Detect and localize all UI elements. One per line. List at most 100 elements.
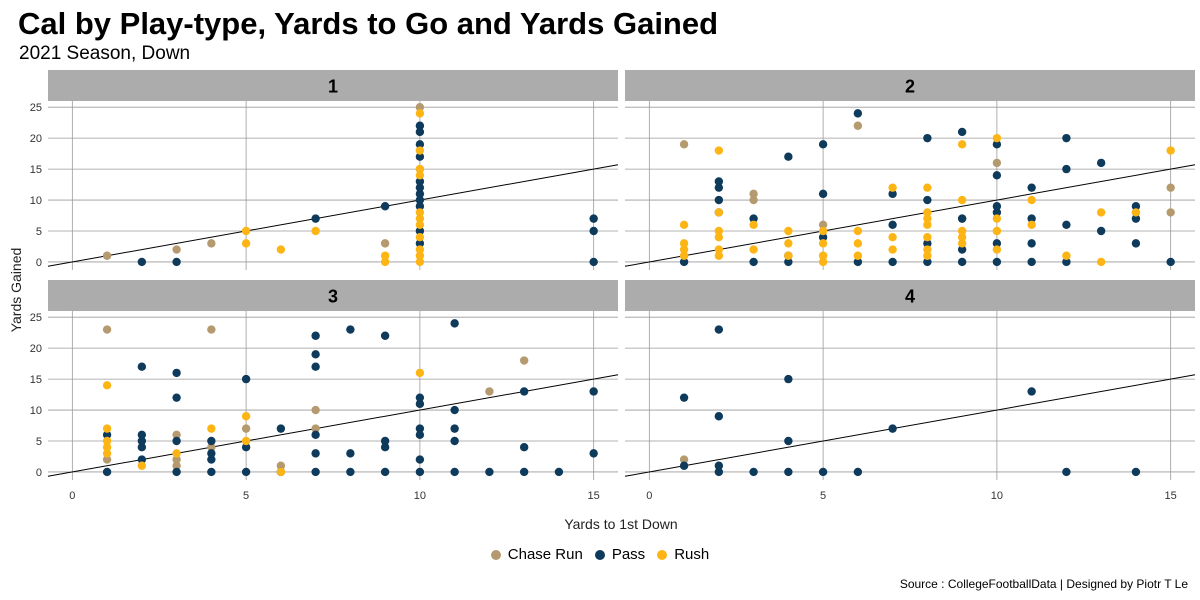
point-rush [415,109,425,118]
point-rush [415,214,425,223]
point-rush [749,245,758,254]
point-chase-run [207,239,216,248]
point-chase-run [818,220,828,230]
point-pass [137,257,147,267]
point-rush [241,226,251,236]
point-pass [749,214,758,223]
point-pass [714,467,724,477]
point-rush [888,232,897,242]
point-rush [679,245,689,254]
x-axis-title: Yards to 1st Down [564,516,677,532]
x-tick-label: 15 [1165,490,1177,502]
point-rush [380,251,390,260]
point-pass [311,467,320,477]
point-rush [923,183,932,192]
point-pass [137,442,147,452]
chart-title: Cal by Play-type, Yards to Go and Yards … [18,6,719,41]
point-rush [749,220,758,230]
point-rush [888,183,897,192]
point-rush [679,220,689,230]
facet-panel-4: 4 0 5 10 15 [624,280,1196,502]
point-pass [102,430,112,440]
point-rush [818,239,828,248]
point-pass [853,257,863,267]
facet-strip [48,280,618,311]
facet-panel-3: 3 0 5 10 15 20 25 0 5 10 15 [30,280,619,502]
point-rush [923,251,932,260]
y-tick-label: 5 [36,436,42,448]
point-pass [818,140,828,149]
legend-label-rush: Rush [674,546,710,563]
point-rush [415,146,425,155]
point-pass [207,436,216,446]
y-tick-label: 20 [30,133,42,145]
point-chase-run [992,158,1002,168]
y-tick-label: 5 [36,226,42,238]
point-chase-run [1166,183,1175,192]
point-pass [415,467,425,477]
point-pass [714,325,724,334]
legend-item-rush: Rush [657,546,709,563]
point-pass [380,202,390,211]
point-rush [1027,195,1036,205]
point-rush [818,257,828,267]
point-pass [923,195,932,205]
point-chase-run [380,239,390,248]
point-pass [1131,214,1141,223]
point-rush [102,436,112,446]
point-rush [415,164,425,174]
point-rush [784,239,793,248]
point-pass [311,214,320,223]
legend-dot-rush [657,549,668,560]
point-rush [1062,251,1071,260]
point-pass [853,109,863,118]
point-rush [276,467,286,477]
point-rush [1096,257,1106,267]
point-chase-run [415,102,425,112]
point-rush [714,146,724,155]
y-tick-label: 15 [30,374,42,386]
point-rush [957,140,967,149]
x-tick-label: 5 [243,490,249,502]
point-pass [992,239,1002,248]
point-chase-run [172,461,181,470]
point-chase-run [172,430,181,440]
point-rush [102,442,112,452]
point-rush [415,220,425,230]
legend-dot-pass [594,549,605,560]
point-pass [172,467,181,477]
point-pass [450,436,459,446]
point-rush [957,232,967,242]
point-pass [589,257,598,267]
point-rush [415,251,425,260]
facet-strip [48,70,618,101]
trend-line [47,164,619,267]
point-pass [450,424,459,433]
point-pass [1131,202,1141,211]
point-pass [137,430,147,440]
point-rush [923,232,932,242]
point-pass [784,152,793,161]
point-rush [1166,146,1175,155]
point-pass [380,442,390,452]
point-rush [415,208,425,217]
point-pass [415,430,425,440]
point-chase-run [172,245,181,254]
point-chase-run [172,455,181,464]
legend-dot-chase-run [490,549,501,560]
point-pass [589,214,598,223]
legend-label-pass: Pass [611,546,646,563]
facet-strip-label: 1 [328,77,338,97]
point-rush [923,214,932,223]
y-tick-label: 20 [30,343,42,355]
point-rush [415,368,425,378]
point-chase-run [853,121,863,130]
point-pass [311,430,320,440]
point-pass [450,319,459,328]
point-pass [311,331,320,340]
point-rush [380,257,390,267]
point-pass [818,232,828,242]
point-rush [714,245,724,254]
point-pass [589,449,598,458]
